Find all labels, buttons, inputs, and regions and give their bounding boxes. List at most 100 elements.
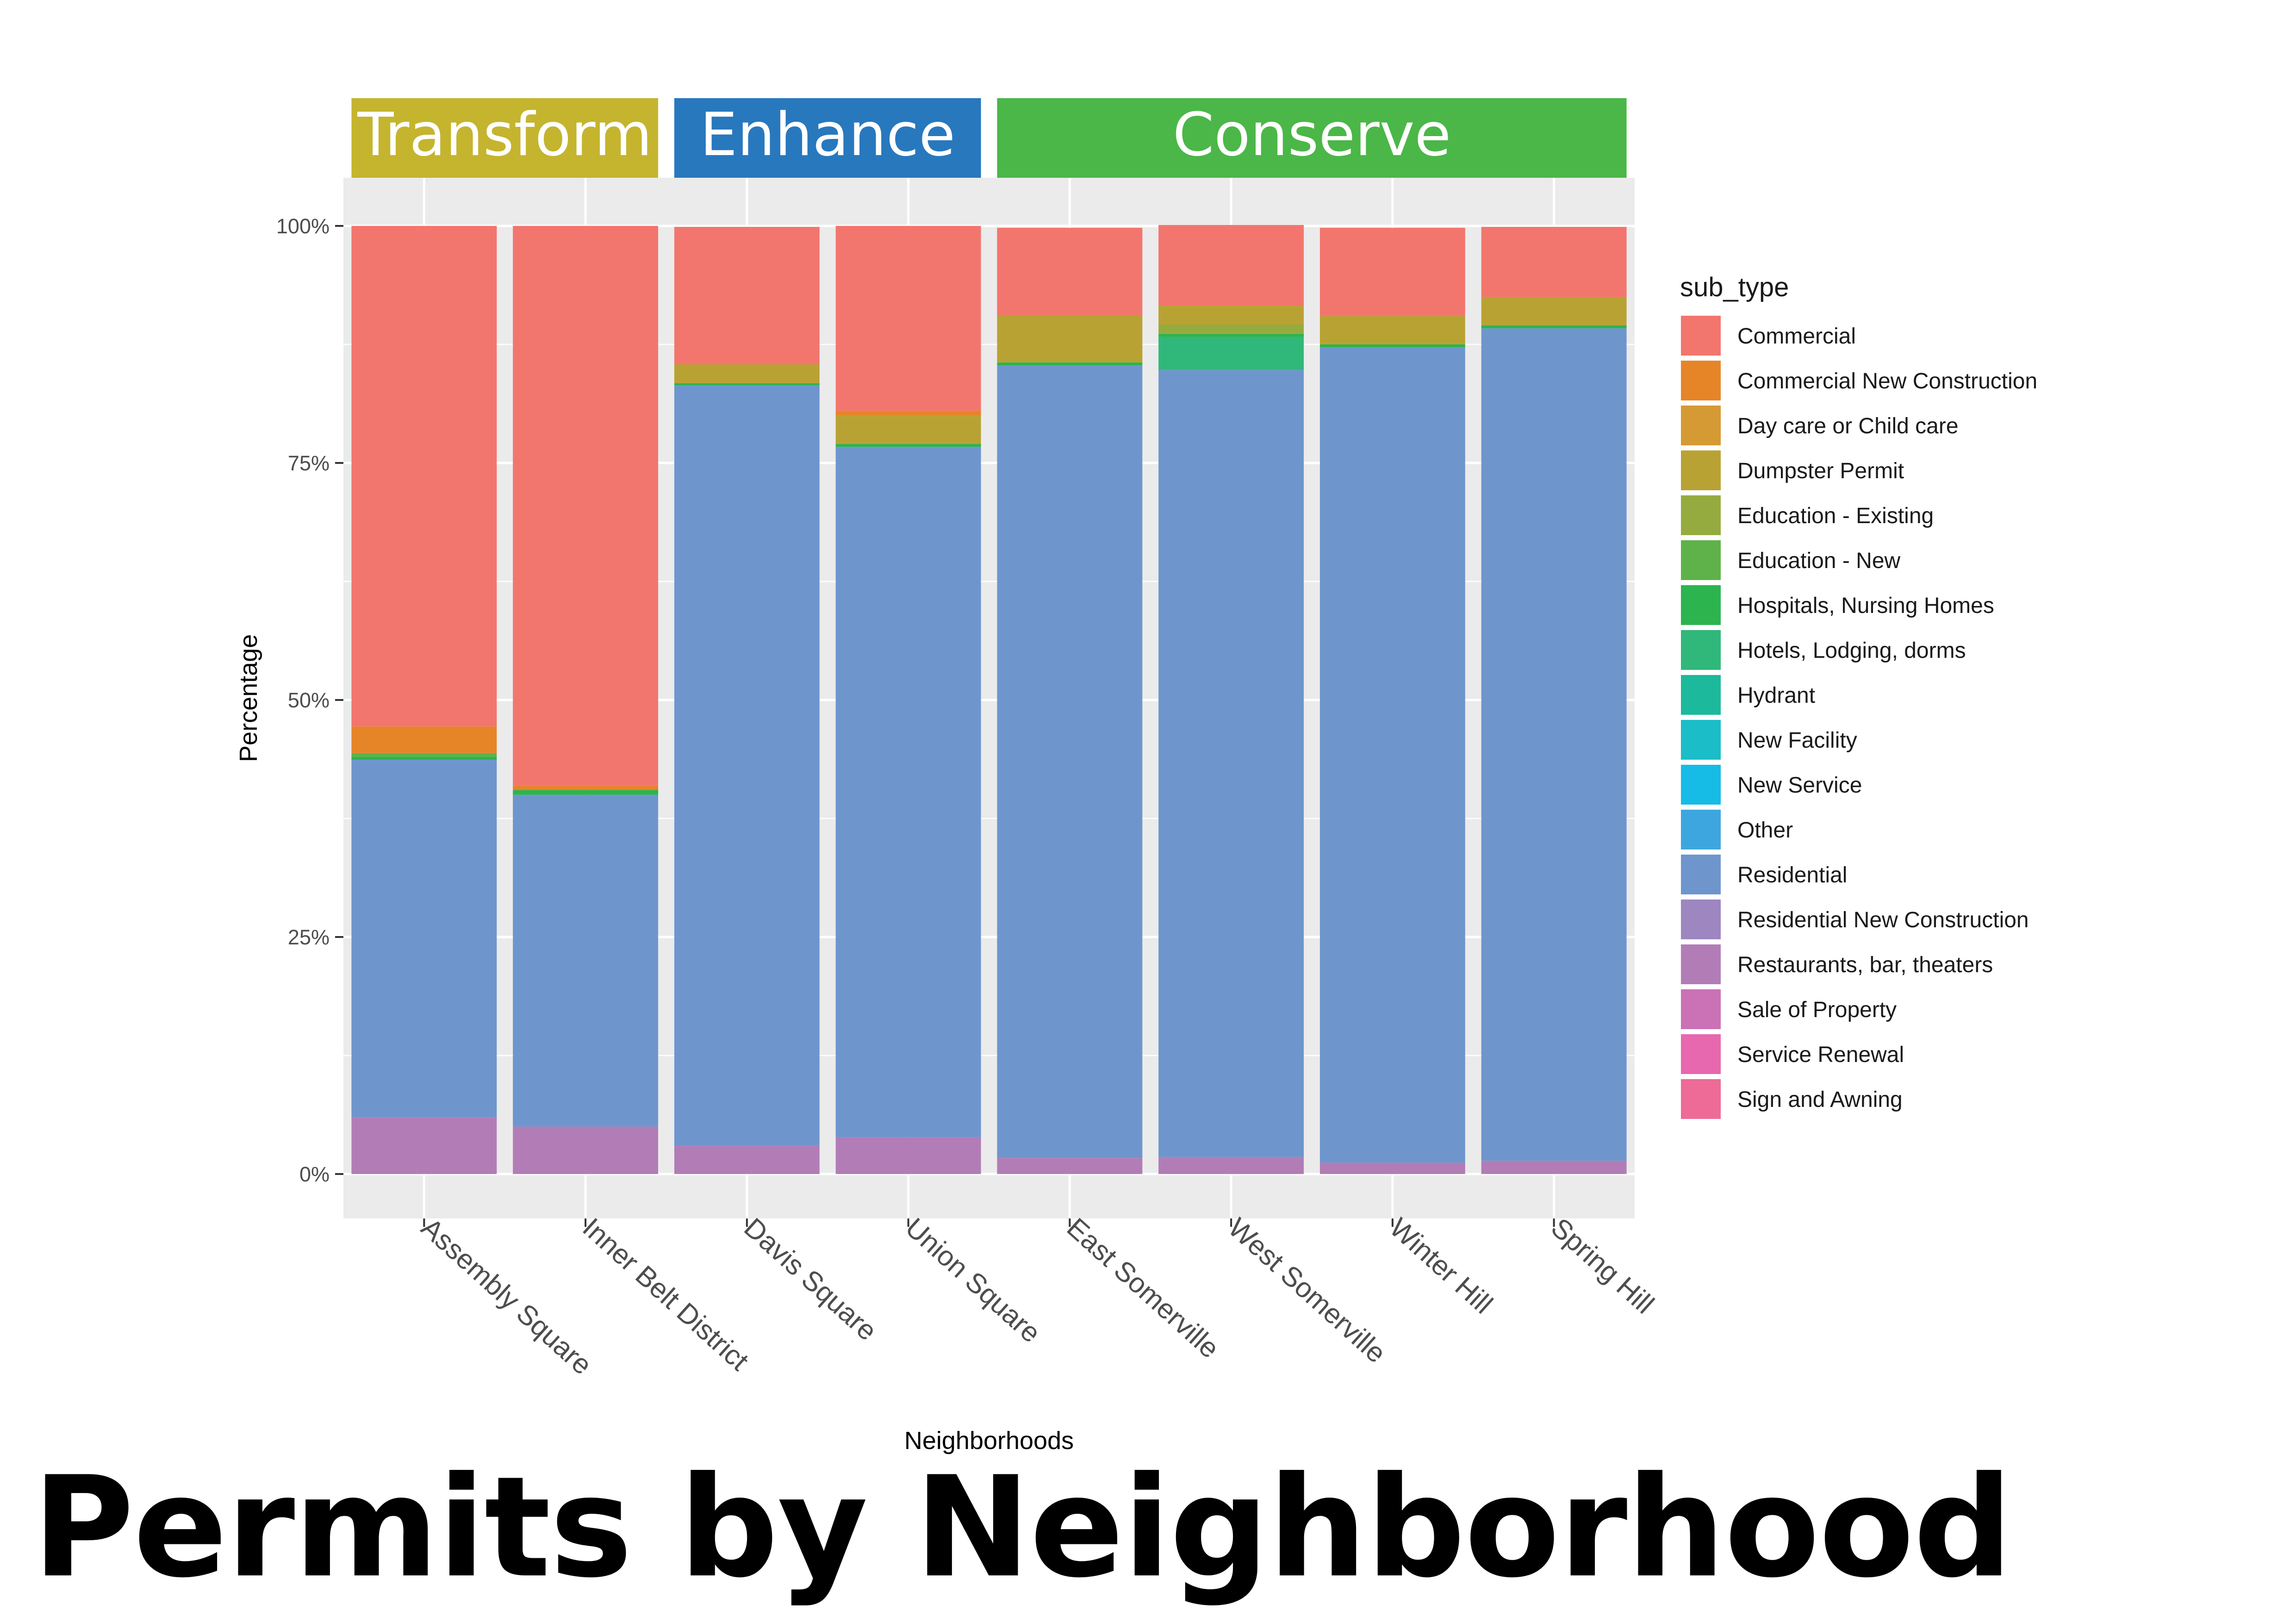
legend-label: Hospitals, Nursing Homes [1737,593,1994,618]
bar-segment [351,1117,497,1174]
legend-label: New Facility [1737,728,1857,753]
legend-key [1681,450,1721,490]
legend-key [1681,765,1721,805]
bar-segment [674,385,820,1146]
bar-segment [997,1158,1143,1174]
group-strip [351,98,659,178]
x-tick-label: Davis Square [738,1212,883,1347]
x-tick-label: Assembly Square [416,1212,598,1380]
legend-key [1681,989,1721,1029]
legend-key [1681,810,1721,849]
bar-segment [1158,334,1304,337]
legend-key [1681,630,1721,670]
bar-segment [674,383,820,386]
bar-segment [835,1137,981,1174]
legend-key [1681,1079,1721,1119]
legend-title: sub_type [1680,272,1789,302]
legend-label: Sale of Property [1737,998,1897,1022]
bar-segment [997,228,1143,315]
bar-segment [674,1145,820,1174]
bar-segment [1481,297,1627,326]
bar-segment [674,227,820,365]
bar-segment [513,226,659,786]
bar-segment [513,1126,659,1174]
bar-segment [513,794,659,1127]
x-tick-label: West Somerville [1222,1212,1392,1369]
legend-label: Hotels, Lodging, dorms [1737,638,1966,663]
bar-segment [1319,1162,1465,1174]
legend-label: Residential [1737,863,1847,887]
legend-key [1681,855,1721,894]
y-axis-title: Percentage [235,634,262,762]
legend-label: Day care or Child care [1737,414,1959,438]
legend-label: Sign and Awning [1737,1087,1903,1112]
x-tick-label: Inner Belt District [577,1212,755,1377]
bar-segment [835,447,981,1137]
legend-label: Dumpster Permit [1737,459,1904,483]
x-tick-label: Union Square [900,1212,1047,1349]
bar-segment [513,785,659,790]
bar-segment [1158,1157,1304,1174]
legend-key [1681,899,1721,939]
bar-segment [351,726,497,753]
bar-segment [997,365,1143,1158]
y-tick-label: 50% [288,688,330,712]
bar-segment [351,756,497,760]
bar-segment [1158,370,1304,1157]
legend-key [1681,585,1721,625]
legend-key [1681,720,1721,760]
bar-segment [674,364,820,383]
y-axis: 0% 25% 50% 75% 100% [276,214,343,1186]
bars [351,225,1627,1174]
bar-segment [1319,344,1465,348]
legend-label: Residential New Construction [1737,908,2029,932]
legend-key [1681,540,1721,580]
legend-label: Hydrant [1737,683,1815,708]
group-strip-label: Enhance [700,100,955,169]
bar-segment [835,444,981,447]
group-strip [674,98,981,178]
bar-segment [1158,324,1304,334]
legend-key [1681,675,1721,715]
legend-label: Other [1737,818,1793,843]
bar-segment [351,753,497,757]
bar-segment [351,760,497,1118]
bar-segment [1158,225,1304,306]
legend-key [1681,316,1721,356]
bar-segment [1319,347,1465,1163]
legend: sub_type Commercial Commercial New Constr… [1680,272,2037,1119]
legend-label: Education - New [1737,549,1901,573]
legend-label: Education - Existing [1737,504,1934,528]
bar-segment [835,411,981,416]
bar-segment [1158,337,1304,370]
legend-key [1681,361,1721,400]
legend-label: Commercial New Construction [1737,369,2037,394]
bar-segment [1319,316,1465,344]
x-tick-label: Spring Hill [1545,1212,1660,1320]
legend-label: New Service [1737,773,1862,798]
bar-segment [1481,325,1627,329]
y-tick-label: 0% [299,1162,330,1186]
y-tick-label: 75% [288,451,330,475]
legend-key [1681,944,1721,984]
group-strips: Transform Enhance Conserve [351,98,1627,178]
x-tick-label: Winter Hill [1384,1212,1499,1320]
bar-segment [1481,328,1627,1161]
bar-segment [1481,227,1627,297]
bar-segment [1319,228,1465,316]
bar-segment [997,315,1143,362]
bar-segment [1158,306,1304,325]
y-tick-label: 25% [288,925,330,949]
legend-label: Commercial [1737,324,1856,349]
page-title: Permits by Neighborhood [32,1447,2013,1608]
legend-key [1681,1034,1721,1074]
legend-label: Restaurants, bar, theaters [1737,953,1993,977]
x-axis-title: Neighborhoods [904,1427,1074,1455]
legend-key [1681,495,1721,535]
bar-segment [513,790,659,795]
bar-segment [351,226,497,727]
bar-segment [835,415,981,444]
legend-key [1681,406,1721,445]
